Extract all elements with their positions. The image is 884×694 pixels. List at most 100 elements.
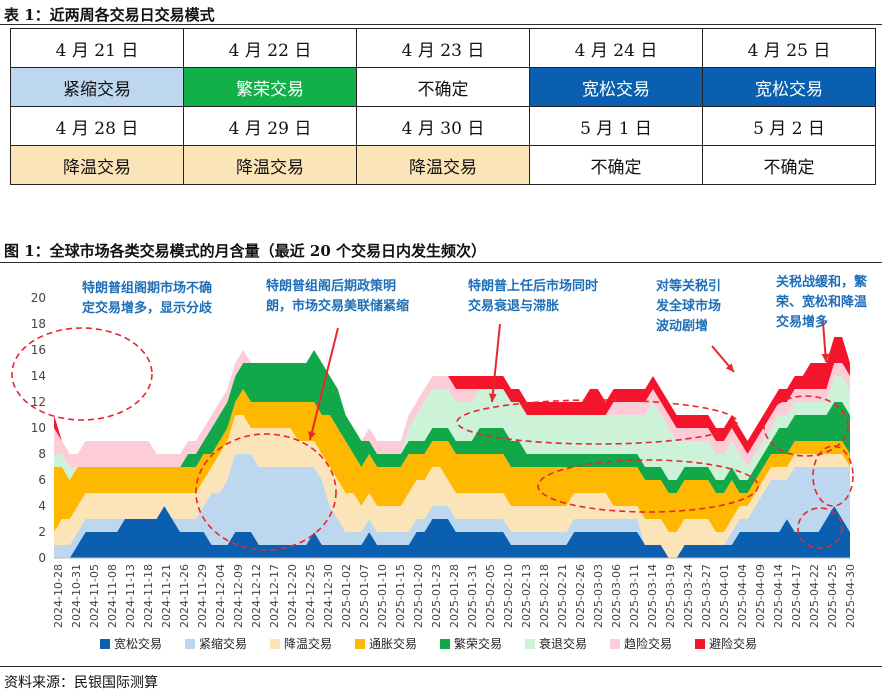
annotation-text: 朗，市场交易美联储紧缩	[266, 298, 409, 314]
table-title: 表 1：近两周各交易日交易模式	[4, 6, 215, 24]
mode-cell: 不确定	[702, 145, 876, 185]
x-tick-label: 2025-04-04	[736, 564, 749, 628]
x-tick-label: 2024-11-13	[124, 564, 137, 628]
x-tick-label: 2024-12-12	[250, 564, 263, 628]
x-tick-label: 2025-01-02	[340, 564, 353, 628]
annotation-text: 特朗普组阁后期政策明	[266, 278, 396, 294]
x-tick-label: 2025-04-17	[790, 564, 803, 628]
legend-swatch	[610, 639, 620, 649]
y-tick-label: 0	[38, 551, 46, 565]
x-tick-label: 2025-03-27	[700, 564, 713, 628]
highlight-circle	[195, 433, 337, 551]
x-tick-label: 2024-11-21	[160, 564, 173, 628]
y-tick-label: 8	[38, 447, 46, 461]
mode-cell: 不确定	[356, 67, 530, 107]
x-tick-label: 2025-03-11	[628, 564, 641, 628]
annotation-text: 关税战缓和，繁	[776, 274, 868, 290]
y-tick-label: 20	[31, 291, 46, 305]
x-tick-label: 2024-10-31	[70, 564, 83, 628]
highlight-circle	[812, 445, 854, 507]
x-tick-label: 2025-03-14	[646, 564, 659, 628]
mode-cell: 降温交易	[183, 145, 357, 185]
x-tick-label: 2025-01-07	[358, 564, 371, 628]
legend-label: 趋险交易	[624, 636, 672, 651]
source-note: 资料来源：民银国际测算	[4, 675, 158, 691]
x-tick-label: 2025-04-30	[844, 564, 857, 628]
series-area-5	[54, 350, 850, 480]
figure-title: 图 1：全球市场各类交易模式的月含量（最近 20 个交易日内发生频次）	[4, 242, 486, 260]
y-tick-label: 14	[31, 369, 46, 383]
date-cell: 4 月 25 日	[702, 28, 876, 68]
y-tick-label: 16	[31, 343, 46, 357]
annotation-text: 发全球市场	[655, 298, 721, 314]
table-title-rule	[0, 24, 882, 25]
series-area-4	[54, 350, 850, 493]
legend-swatch	[100, 639, 110, 649]
y-tick-label: 18	[31, 317, 46, 331]
date-cell: 4 月 23 日	[356, 28, 530, 68]
x-tick-label: 2025-03-06	[610, 564, 623, 628]
x-tick-label: 2024-11-29	[196, 564, 209, 628]
x-tick-label: 2025-04-01	[718, 564, 731, 628]
series-area-6	[54, 350, 850, 467]
legend-swatch	[525, 639, 535, 649]
annotation-text: 交易衰退与滞胀	[468, 298, 559, 314]
x-tick-label: 2024-12-20	[286, 564, 299, 628]
y-tick-label: 12	[31, 395, 46, 409]
x-tick-label: 2024-10-28	[52, 564, 65, 628]
source-rule	[0, 666, 882, 667]
legend-swatch	[695, 639, 705, 649]
mode-cell: 宽松交易	[529, 67, 703, 107]
x-tick-label: 2025-02-21	[556, 564, 569, 628]
legend-swatch	[270, 639, 280, 649]
date-cell: 5 月 1 日	[529, 106, 703, 146]
x-tick-label: 2025-04-22	[808, 564, 821, 628]
date-cell: 4 月 21 日	[10, 28, 184, 68]
mode-cell: 繁荣交易	[183, 67, 357, 107]
annotation-arrow	[309, 327, 339, 441]
x-tick-label: 2024-12-04	[214, 564, 227, 628]
highlight-circle	[11, 327, 153, 421]
legend-label: 紧缩交易	[199, 636, 247, 651]
x-tick-label: 2025-02-26	[574, 564, 587, 628]
annotation-arrowhead	[488, 393, 497, 402]
highlight-circle	[456, 399, 738, 445]
x-tick-label: 2025-01-31	[466, 564, 479, 628]
x-tick-label: 2025-01-15	[394, 564, 407, 628]
x-tick-label: 2025-02-05	[484, 564, 497, 628]
annotation-arrowhead	[821, 353, 830, 362]
date-cell: 4 月 22 日	[183, 28, 357, 68]
annotation-text: 荣、宽松和降温	[775, 294, 867, 310]
legend-swatch	[185, 639, 195, 649]
x-tick-label: 2024-12-17	[268, 564, 281, 628]
mode-cell: 宽松交易	[702, 67, 876, 107]
y-tick-label: 2	[38, 525, 46, 539]
highlight-circle	[763, 395, 849, 457]
date-cell: 5 月 2 日	[702, 106, 876, 146]
x-tick-label: 2024-11-26	[178, 564, 191, 628]
stacked-area-chart: 0 2 4 6 8 10 12 14 16 18 20 2024-10-28 2024-10-31 202…	[11, 274, 868, 651]
x-tick-label: 2025-04-25	[826, 564, 839, 628]
annotation-arrowhead	[725, 363, 734, 372]
date-cell: 4 月 24 日	[529, 28, 703, 68]
date-cell: 4 月 29 日	[183, 106, 357, 146]
x-tick-label: 2024-12-09	[232, 564, 245, 628]
annotation-text: 交易增多	[776, 314, 828, 330]
x-tick-label: 2024-12-30	[322, 564, 335, 628]
date-cell: 4 月 30 日	[356, 106, 530, 146]
mode-cell: 不确定	[529, 145, 703, 185]
x-tick-label: 2025-01-20	[412, 564, 425, 628]
x-tick-label: 2025-04-14	[772, 564, 785, 628]
x-tick-label: 2025-01-28	[448, 564, 461, 628]
x-tick-label: 2025-03-03	[592, 564, 605, 628]
x-tick-label: 2025-02-10	[502, 564, 515, 628]
date-cell: 4 月 28 日	[10, 106, 184, 146]
legend-label: 衰退交易	[539, 636, 587, 651]
annotation-text: 对等关税引	[656, 278, 721, 294]
y-tick-label: 10	[31, 421, 46, 435]
annotation-arrowhead	[308, 431, 316, 440]
annotation-text: 波动剧增	[656, 318, 708, 334]
x-tick-label: 2025-02-18	[538, 564, 551, 628]
x-tick-label: 2025-01-23	[430, 564, 443, 628]
